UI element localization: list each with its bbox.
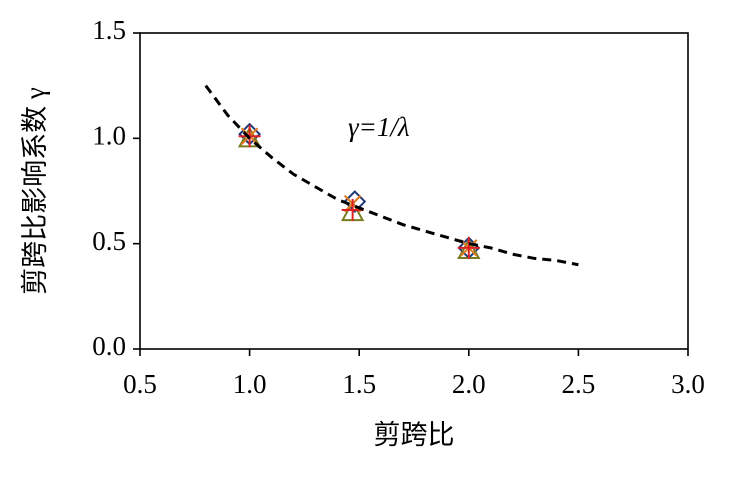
x-tick-label: 1.0 [233, 369, 267, 399]
marker [341, 198, 364, 221]
x-axis-label: 剪跨比 [374, 420, 455, 450]
x-tick-label: 2.5 [562, 369, 596, 399]
annotation: γ=1/λ [348, 112, 410, 142]
y-tick-label: 0.5 [92, 226, 126, 256]
y-axis-label: 剪跨比影响系数 γ [20, 87, 50, 295]
x-tick-label: 2.0 [452, 369, 486, 399]
x-tick-label: 3.0 [671, 369, 705, 399]
fitted-curve [204, 84, 579, 267]
y-tick-label: 0.0 [92, 331, 126, 361]
plot-frame [139, 32, 689, 350]
x-tick-label: 1.5 [342, 369, 376, 399]
y-tick-label: 1.0 [92, 121, 126, 151]
marker [457, 236, 480, 259]
y-tick-label: 1.5 [92, 15, 126, 45]
x-tick-label: 0.5 [123, 369, 157, 399]
